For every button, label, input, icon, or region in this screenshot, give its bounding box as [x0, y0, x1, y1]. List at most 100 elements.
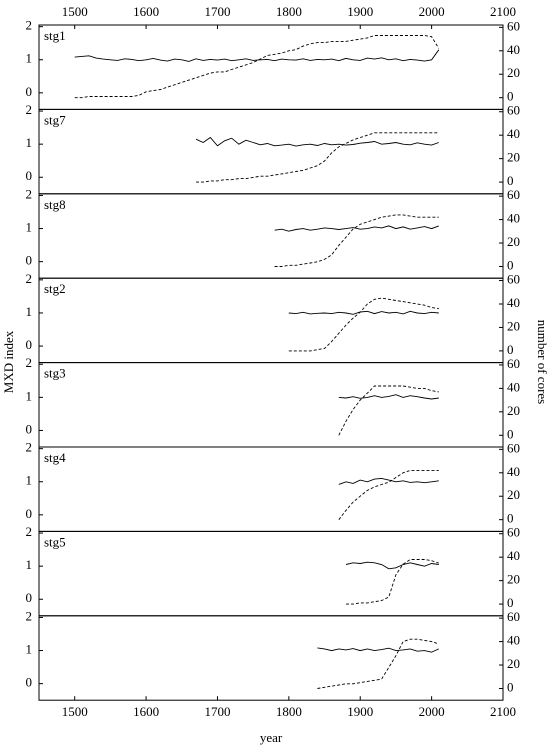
y2-tick-label: 40 — [507, 633, 520, 648]
y2-tick-label: 60 — [507, 356, 520, 371]
y-tick-label: 0 — [26, 84, 33, 99]
y-tick-label: 2 — [26, 440, 33, 455]
y2-tick-label: 0 — [507, 426, 514, 441]
series-line — [317, 638, 439, 689]
x-tick-label: 1800 — [276, 704, 302, 719]
y2-tick-label: 40 — [507, 42, 520, 57]
y2-tick-label: 60 — [507, 609, 520, 624]
y2-tick-label: 20 — [507, 572, 520, 587]
y2-tick-label: 40 — [507, 211, 520, 226]
y-tick-label: 1 — [26, 220, 33, 235]
panel-frame — [38, 24, 504, 110]
panel-frame — [38, 615, 504, 701]
y-tick-label: 0 — [26, 168, 33, 183]
y2-tick-label: 20 — [507, 656, 520, 671]
y-tick-label: 0 — [26, 506, 33, 521]
y-tick-label: 2 — [26, 524, 33, 539]
panel-frame — [38, 277, 504, 364]
y2-tick-label: 0 — [507, 342, 514, 357]
x-tick-label: 1500 — [62, 4, 88, 19]
x-tick-label: 1500 — [62, 704, 88, 719]
y2-tick-label: 0 — [507, 511, 514, 526]
panel-title: stg7 — [44, 112, 66, 127]
panel-title: stg8 — [44, 197, 66, 212]
y-tick-label: 1 — [26, 642, 33, 657]
y2-tick-label: 20 — [507, 65, 520, 80]
panel-title: stg3 — [44, 366, 66, 381]
y2-tick-label: 0 — [507, 595, 514, 610]
panel-title: stg1 — [44, 28, 66, 43]
series-line — [338, 469, 439, 520]
series-line — [345, 561, 439, 570]
series-line — [338, 385, 439, 436]
y-tick-label: 2 — [26, 271, 33, 286]
y-tick-label: 0 — [26, 337, 33, 352]
series-line — [288, 310, 439, 315]
y-tick-label: 0 — [26, 421, 33, 436]
y2-tick-label: 60 — [507, 440, 520, 455]
y2-tick-label: 40 — [507, 379, 520, 394]
y2-tick-label: 60 — [507, 525, 520, 540]
y2-tick-label: 20 — [507, 150, 520, 165]
panel-frame — [38, 530, 504, 617]
x-tick-label: 1600 — [133, 704, 159, 719]
series-line — [195, 136, 439, 147]
x-tick-label: 2000 — [419, 4, 445, 19]
y-tick-label: 0 — [26, 253, 33, 268]
y2-tick-label: 60 — [507, 103, 520, 118]
series-line — [317, 647, 439, 653]
y-axis-label: MXD index — [1, 330, 16, 393]
y-tick-label: 2 — [26, 186, 33, 201]
x-tick-label: 1600 — [133, 4, 159, 19]
panel-title: stg4 — [44, 450, 66, 465]
series-line — [274, 225, 439, 232]
x-tick-label: 1900 — [347, 704, 373, 719]
x-tick-label: 1700 — [204, 704, 230, 719]
series-line — [338, 394, 439, 400]
y2-tick-label: 20 — [507, 487, 520, 502]
y-tick-label: 2 — [26, 608, 33, 623]
x-tick-label: 1700 — [204, 4, 230, 19]
y2-tick-label: 20 — [507, 234, 520, 249]
panel-frame — [38, 193, 504, 279]
y-tick-label: 1 — [26, 388, 33, 403]
y2-tick-label: 0 — [507, 173, 514, 188]
x-tick-label: 1800 — [276, 4, 302, 19]
y-tick-label: 1 — [26, 51, 33, 66]
y2-tick-label: 40 — [507, 464, 520, 479]
y2-tick-label: 40 — [507, 126, 520, 141]
series-line — [74, 35, 440, 99]
y-tick-label: 2 — [26, 18, 33, 33]
series-line — [196, 132, 439, 183]
y2-tick-label: 60 — [507, 18, 520, 33]
y-tick-label: 1 — [26, 304, 33, 319]
panel-frame — [38, 108, 504, 195]
y2-tick-label: 0 — [507, 679, 514, 694]
y2-tick-label: 20 — [507, 318, 520, 333]
y-tick-label: 2 — [26, 102, 33, 117]
y2-tick-label: 60 — [507, 272, 520, 287]
panel-frame — [38, 362, 504, 448]
y2-tick-label: 60 — [507, 187, 520, 202]
series-line — [288, 297, 439, 352]
series-line — [338, 477, 439, 485]
y-tick-label: 1 — [26, 557, 33, 572]
x-tick-label: 2000 — [419, 704, 445, 719]
panel-title: stg2 — [44, 281, 66, 296]
y2-axis-label: number of cores — [535, 320, 550, 404]
y-tick-label: 1 — [26, 473, 33, 488]
y-tick-label: 1 — [26, 135, 33, 150]
y-tick-label: 0 — [26, 590, 33, 605]
panel-title: stg5 — [44, 534, 66, 549]
x-tick-label: 2100 — [490, 4, 516, 19]
series-line — [346, 559, 439, 605]
x-tick-label: 1900 — [347, 4, 373, 19]
y2-tick-label: 0 — [507, 257, 514, 272]
y-tick-label: 2 — [26, 355, 33, 370]
y-tick-label: 0 — [26, 675, 33, 690]
x-tick-label: 2100 — [490, 704, 516, 719]
panel-frame — [38, 446, 504, 532]
y2-tick-label: 0 — [507, 89, 514, 104]
y2-tick-label: 40 — [507, 295, 520, 310]
